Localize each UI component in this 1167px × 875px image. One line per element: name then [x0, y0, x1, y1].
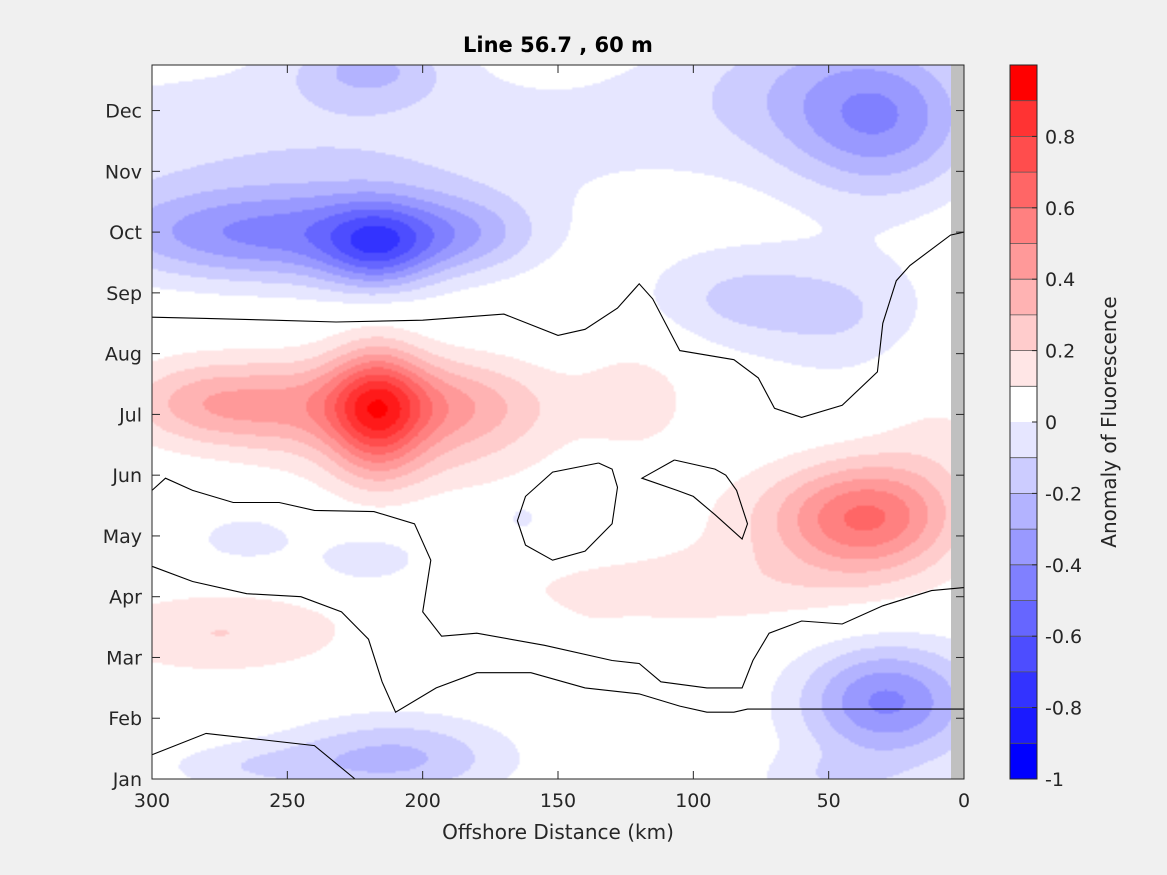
colorbar-band: [1010, 100, 1037, 137]
zero-contour-lines: [151, 231, 965, 780]
colorbar-band: [1010, 422, 1037, 458]
x-tick-label: 200: [405, 790, 441, 812]
chart-title: Line 56.7 , 60 m: [463, 33, 653, 57]
colorbar-label: Anomaly of Fluorescence: [1097, 296, 1121, 547]
y-tick-label: Nov: [105, 161, 142, 183]
y-tick-label: Jan: [112, 769, 142, 791]
colorbar-band: [1010, 600, 1037, 637]
x-tick-label: 150: [540, 790, 576, 812]
x-tick-label: 50: [817, 790, 841, 812]
zero-contour-line: [516, 462, 619, 561]
colorbar-band: [1010, 172, 1037, 208]
colorbar-band: [1010, 564, 1037, 601]
colorbar-band: [1010, 243, 1037, 280]
y-tick-label: Jul: [118, 404, 142, 426]
colorbar-tick-label: -0.6: [1045, 626, 1082, 648]
x-tick-label: 250: [269, 790, 305, 812]
x-tick-label: 300: [134, 790, 170, 812]
colorbar-tick-label: 0.8: [1045, 126, 1075, 148]
colorbar-band: [1010, 671, 1037, 708]
colorbar-tick-label: 0.2: [1045, 341, 1075, 363]
colorbar: 0.8 0.6 0.4 0.2 0 -0.2 -0.4 -0.6 -0.8 -1: [1009, 64, 1082, 791]
contour-fill-image: [152, 65, 964, 779]
colorbar-band: [1010, 350, 1037, 387]
contour-plot-area: [152, 65, 964, 779]
colorbar-band: [1010, 279, 1037, 315]
colorbar-band: [1010, 707, 1037, 744]
colorbar-band: [1010, 314, 1037, 351]
zero-contour-line: [151, 477, 965, 689]
y-tick-label: Mar: [106, 647, 142, 669]
y-axis: Jan Feb Mar Apr May Jun Jul Aug Sep Oct Nov Dec: [103, 101, 964, 791]
colorbar-band: [1010, 457, 1037, 494]
colorbar-band: [1010, 529, 1037, 565]
zero-contour-line: [151, 231, 965, 418]
y-tick-label: Jun: [111, 465, 142, 487]
colorbar-band: [1010, 493, 1037, 530]
x-axis: 300 250 200 150 100 50 0: [134, 65, 970, 812]
y-tick-label: Feb: [108, 708, 142, 730]
colorbar-band: [1010, 636, 1037, 672]
y-tick-label: Dec: [105, 101, 142, 123]
colorbar-tick-label: 0.4: [1045, 269, 1075, 291]
colorbar-band: [1010, 386, 1037, 422]
x-tick-label: 0: [958, 790, 970, 812]
y-tick-label: Sep: [106, 283, 142, 305]
zero-contour-line: [151, 732, 356, 780]
y-tick-label: Oct: [109, 222, 142, 244]
colorbar-tick-label: -0.2: [1045, 483, 1082, 505]
colorbar-tick-label: 0: [1045, 412, 1057, 434]
colorbar-tick-label: 0.6: [1045, 198, 1075, 220]
colorbar-tick-label: -0.8: [1045, 698, 1082, 720]
colorbar-band: [1010, 65, 1037, 101]
colorbar-tick-label: -1: [1045, 769, 1064, 791]
colorbar-band: [1010, 743, 1037, 779]
colorbar-tick-label: -0.4: [1045, 555, 1082, 577]
colorbar-band: [1010, 136, 1037, 173]
y-tick-label: Aug: [105, 344, 142, 366]
no-data-strip: [951, 65, 964, 779]
x-tick-label: 100: [675, 790, 711, 812]
zero-contour-line: [640, 459, 749, 540]
colorbar-band: [1010, 207, 1037, 244]
x-axis-label: Offshore Distance (km): [442, 820, 674, 844]
y-tick-label: May: [103, 526, 142, 548]
y-tick-label: Apr: [109, 587, 142, 609]
zero-contour-line: [151, 565, 964, 713]
